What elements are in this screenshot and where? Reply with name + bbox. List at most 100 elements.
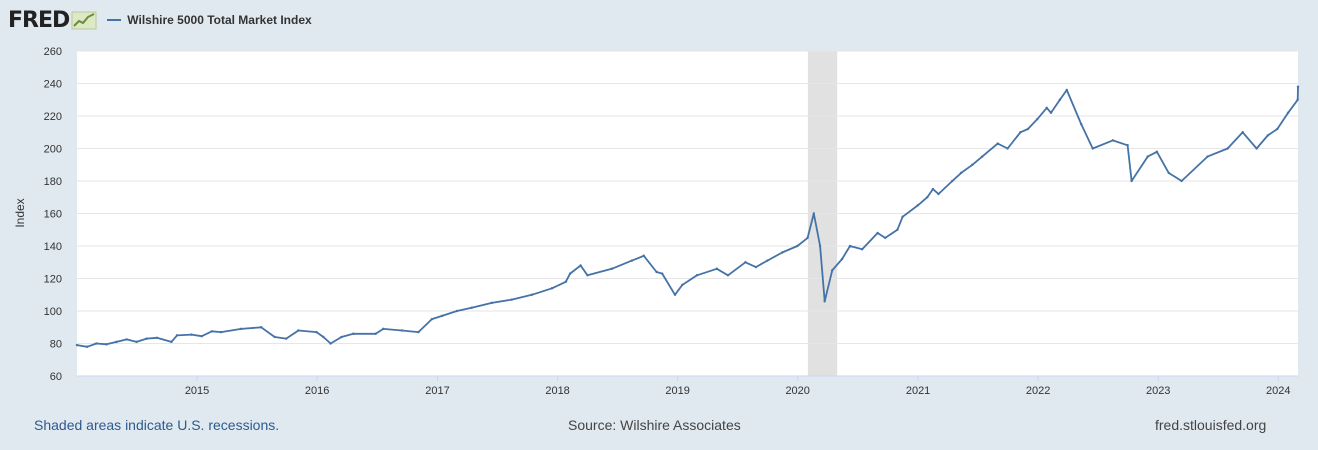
data-point (550, 287, 554, 290)
data-point (1035, 118, 1039, 121)
y-tick-label: 80 (50, 339, 62, 351)
data-point (848, 244, 852, 248)
data-point (971, 163, 974, 166)
site-url: fred.stlouisfed.org (1155, 417, 1267, 433)
data-point (145, 337, 148, 340)
data-point (1146, 155, 1149, 158)
axis-layer: 60 80 100 120 140 160 180 200 220 240 260 2015 2016 2… (44, 46, 1298, 397)
data-point (440, 314, 444, 318)
data-point (840, 257, 844, 261)
data-point (374, 332, 377, 335)
data-point (170, 340, 173, 344)
data-point (297, 329, 300, 332)
data-point (175, 334, 179, 337)
y-tick-label: 160 (44, 209, 62, 221)
x-tick-label: 2016 (305, 385, 329, 397)
data-point (996, 142, 999, 145)
data-point (115, 340, 118, 344)
fred-logo-text: FRED (8, 7, 70, 33)
data-point (823, 300, 826, 303)
chart-header: FRED Wilshire 5000 Total Market Index (8, 7, 312, 33)
data-point (681, 283, 684, 287)
recession-note-link[interactable]: Shaded areas indicate U.S. recessions. (34, 417, 280, 433)
data-point (1058, 98, 1062, 101)
data-point (1180, 179, 1183, 183)
data-point (210, 330, 214, 333)
data-point (586, 274, 589, 277)
data-point (1276, 127, 1279, 131)
data-point (896, 228, 899, 231)
data-point (340, 335, 343, 339)
data-point (329, 342, 332, 345)
data-point (1026, 127, 1030, 131)
data-point (876, 231, 879, 235)
data-point (200, 334, 203, 338)
y-tick-label: 180 (44, 176, 62, 188)
data-point (455, 309, 459, 313)
data-point (530, 293, 534, 296)
data-point (726, 274, 730, 277)
legend-swatch (107, 19, 122, 21)
data-point (155, 336, 159, 340)
data-point (781, 251, 784, 254)
x-tick-label: 2015 (185, 385, 209, 397)
data-point (1296, 85, 1300, 88)
x-tick-label: 2024 (1266, 385, 1290, 397)
x-tick-label: 2018 (545, 385, 569, 397)
data-point (642, 254, 645, 257)
data-point (1019, 131, 1022, 134)
data-point (1045, 106, 1048, 110)
data-point (860, 248, 864, 251)
data-point (1286, 111, 1290, 114)
series-layer (75, 85, 1300, 348)
data-point (1130, 179, 1133, 183)
data-point (490, 301, 493, 305)
y-tick-label: 260 (44, 46, 62, 58)
y-tick-label: 60 (50, 371, 62, 383)
data-point (1006, 147, 1009, 150)
data-point (564, 280, 567, 283)
x-tick-label: 2021 (906, 385, 930, 397)
data-point (806, 236, 809, 240)
data-point (1167, 171, 1170, 175)
legend-label: Wilshire 5000 Total Market Index (127, 13, 312, 27)
data-point (190, 333, 193, 336)
data-point (260, 326, 263, 329)
data-point (610, 267, 614, 270)
data-point (1091, 147, 1094, 150)
data-point (715, 267, 718, 270)
data-point (1206, 155, 1209, 158)
data-point (1080, 122, 1083, 126)
data-point (931, 187, 935, 191)
data-point (951, 179, 954, 183)
data-point (1296, 98, 1299, 101)
data-point (75, 343, 79, 347)
x-tick-label: 2023 (1146, 385, 1170, 397)
y-axis-label: Index (13, 198, 27, 227)
data-point (1255, 147, 1258, 150)
y-tick-label: 100 (44, 306, 62, 318)
data-point (85, 345, 89, 348)
data-point (568, 272, 572, 275)
fred-logo[interactable]: FRED (8, 8, 97, 33)
data-point (630, 259, 634, 262)
chart: 60 80 100 120 140 160 180 200 220 240 260 2015 2016 2… (13, 46, 1300, 397)
data-point (1155, 150, 1159, 153)
data-point (1111, 139, 1115, 142)
data-point (959, 171, 963, 175)
data-point (219, 330, 223, 334)
data-point (135, 340, 138, 344)
data-point (125, 338, 128, 341)
data-point (285, 337, 288, 340)
data-point (883, 236, 887, 240)
data-point (1126, 144, 1129, 147)
data-point (417, 330, 420, 334)
data-point (1241, 131, 1244, 134)
fred-chart-icon (71, 11, 97, 30)
data-point (315, 330, 318, 334)
data-point (352, 332, 355, 335)
data-point (579, 264, 582, 267)
data-point (105, 343, 108, 346)
data-point (1065, 88, 1068, 92)
y-tick-label: 240 (44, 79, 62, 91)
